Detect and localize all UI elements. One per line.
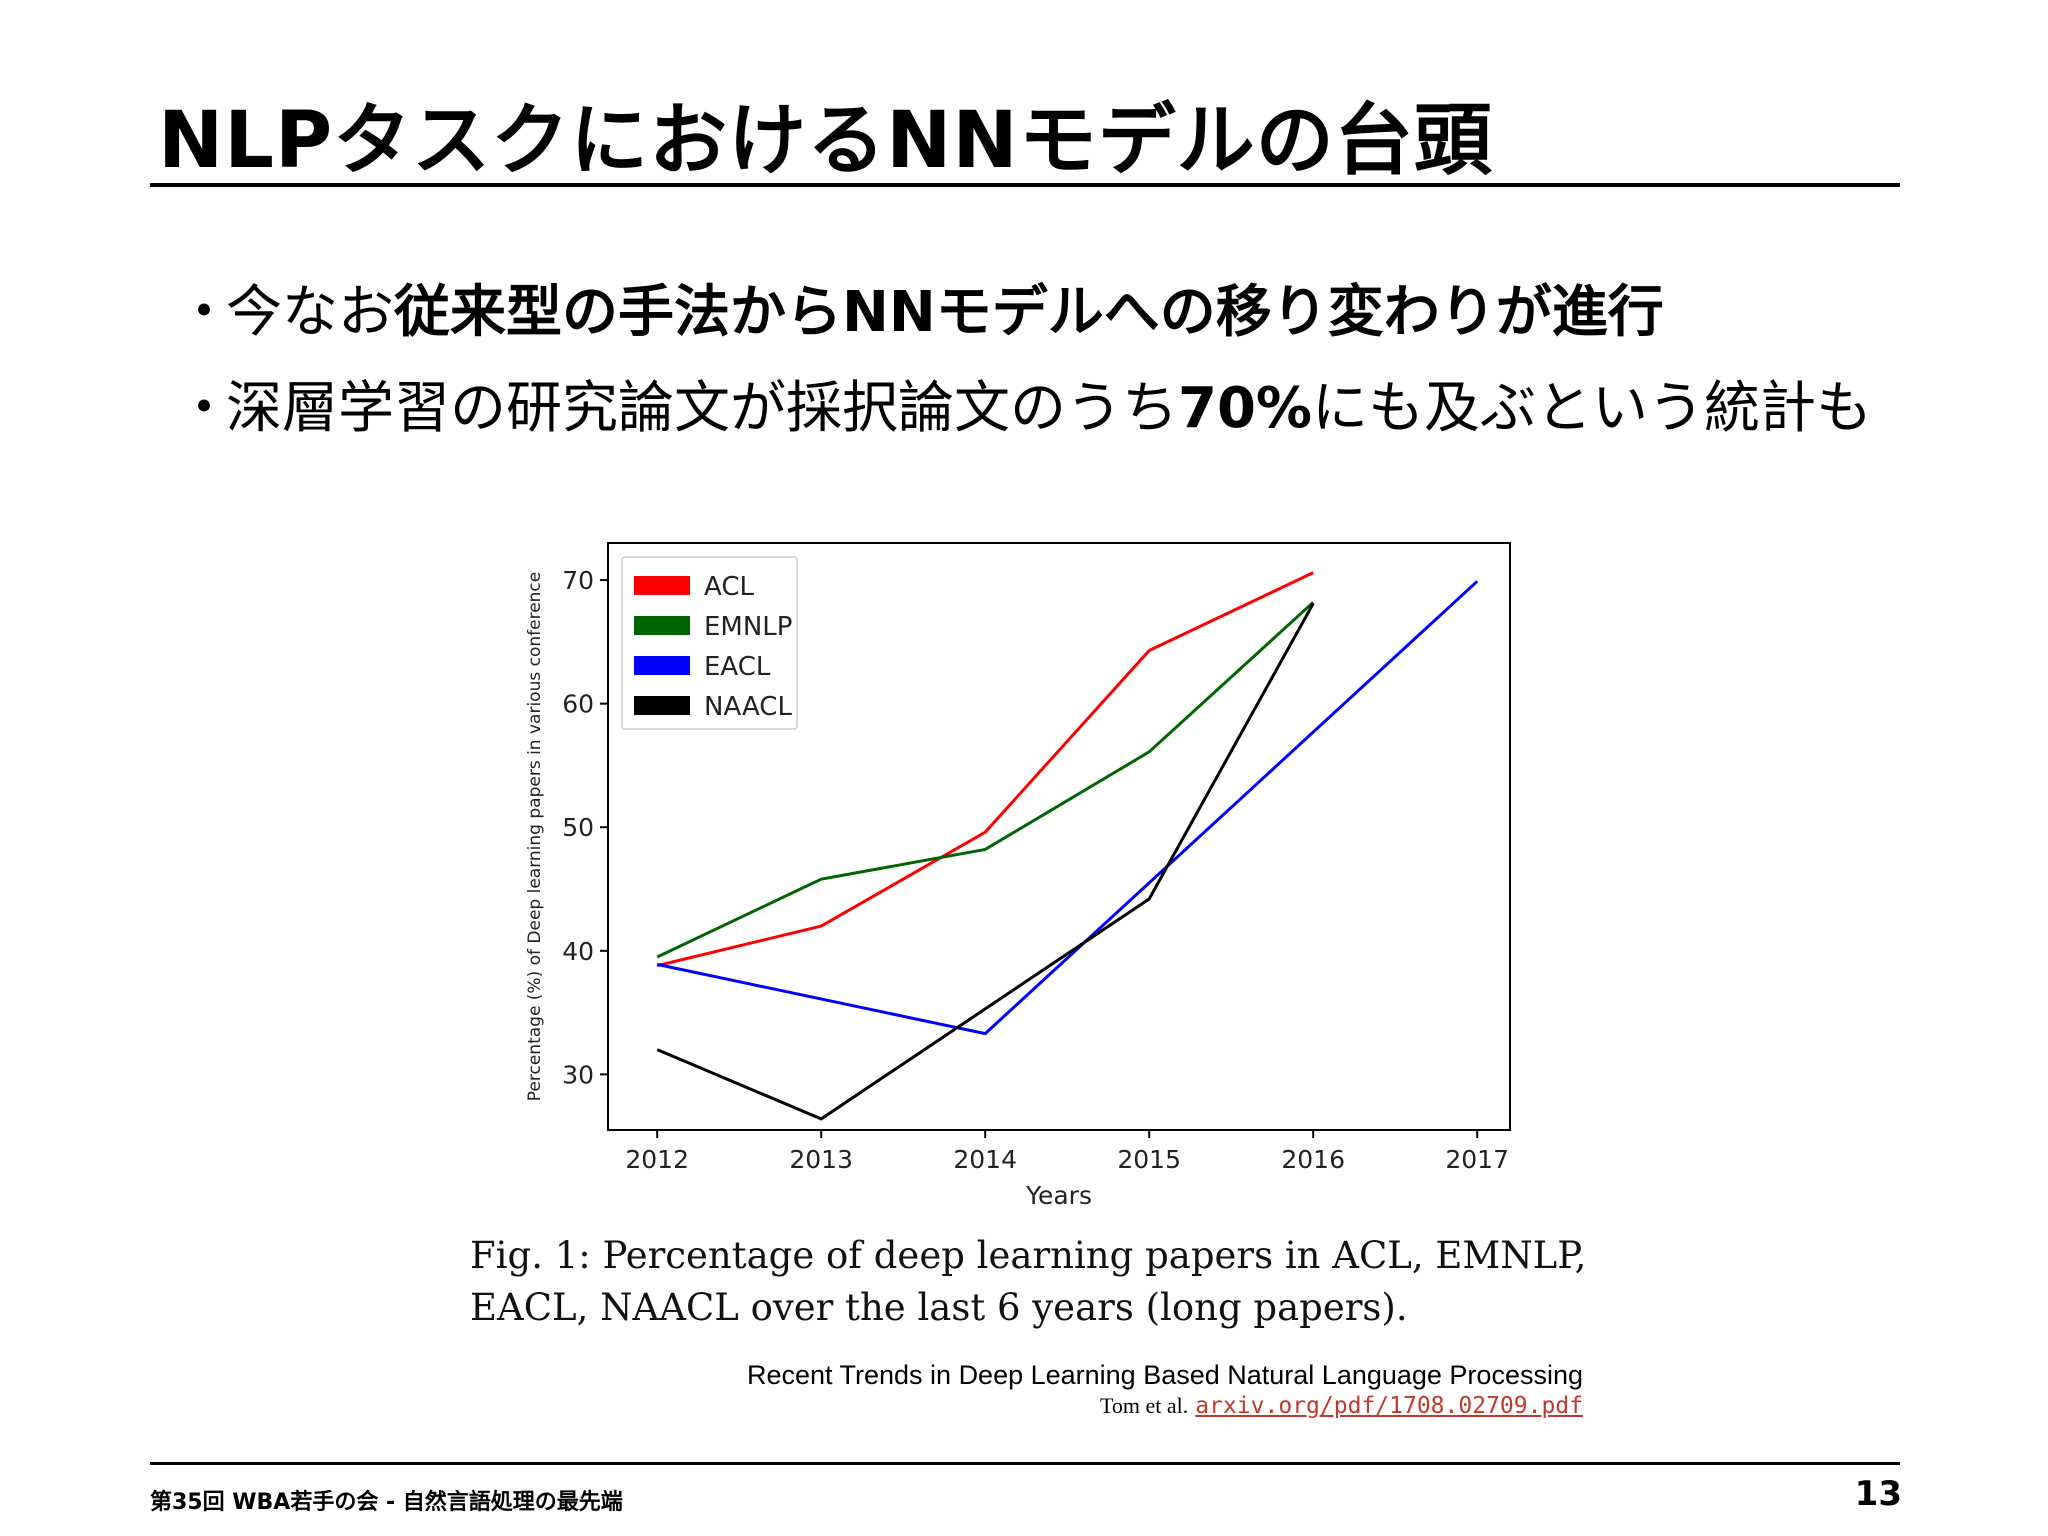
- bullet-marker: ・: [176, 376, 232, 441]
- x-tick-label: 2017: [1445, 1145, 1509, 1174]
- page-number: 13: [1854, 1474, 1902, 1514]
- legend-swatch-emnlp: [634, 616, 690, 635]
- series-line-acl: [656, 571, 1314, 968]
- y-tick-label: 60: [562, 690, 594, 719]
- footer-text: 第35回 WBA若手の会 - 自然言語処理の最先端: [150, 1490, 623, 1515]
- x-tick-label: 2016: [1281, 1145, 1345, 1174]
- y-axis-label: Percentage (%) of Deep learning papers i…: [525, 572, 545, 1101]
- legend-swatch-acl: [634, 576, 690, 595]
- figure-caption: Fig. 1: Percentage of deep learning pape…: [470, 1230, 1590, 1334]
- y-tick-label: 70: [562, 566, 594, 595]
- source-author-line: Tom et al. arxiv.org/pdf/1708.02709.pdf: [747, 1393, 1583, 1419]
- bullet-list: ・今なお従来型の手法からNNモデルへの移り変わりが進行 ・深層学習の研究論文が採…: [176, 265, 1872, 457]
- source-title: Recent Trends in Deep Learning Based Nat…: [746, 1360, 1583, 1390]
- y-tick-label: 40: [562, 937, 594, 966]
- figure-panel: 30 40 50 60 70 2012 2013 2014 2015 2016 2017 Years P…: [515, 530, 1615, 1350]
- x-tick-label: 2014: [953, 1145, 1017, 1174]
- caption-line-2: EACL, NAACL over the last 6 years (long …: [470, 1286, 1408, 1329]
- bullet-marker: ・: [176, 280, 232, 345]
- bullet-item-2: ・深層学習の研究論文が採択論文のうち70%にも及ぶという統計も: [176, 361, 1872, 457]
- x-tick-label: 2015: [1117, 1145, 1181, 1174]
- series-line-emnlp: [656, 601, 1315, 959]
- bullet-text-plain: 今なお: [226, 280, 394, 345]
- slide-title: NLPタスクにおけるNNモデルの台頭: [158, 96, 1493, 186]
- footer-divider: [150, 1462, 1900, 1465]
- x-tick-label: 2012: [625, 1145, 689, 1174]
- caption-line-1: Fig. 1: Percentage of deep learning pape…: [470, 1234, 1587, 1277]
- legend-label-naacl: NAACL: [704, 692, 792, 722]
- bullet-text-tail: にも及ぶという統計も: [1312, 376, 1873, 441]
- legend-box: [621, 556, 798, 730]
- x-axis-label: Years: [1025, 1181, 1092, 1210]
- y-tick-label: 50: [562, 813, 594, 842]
- line-chart: 30 40 50 60 70 2012 2013 2014 2015 2016 2017 Years P…: [525, 542, 1511, 1210]
- plot-frame: [607, 542, 1511, 1131]
- series-line-naacl: [656, 602, 1315, 1121]
- source-link[interactable]: arxiv.org/pdf/1708.02709.pdf: [1195, 1393, 1583, 1419]
- bullet-item-1: ・今なお従来型の手法からNNモデルへの移り変わりが進行: [176, 265, 1872, 361]
- source-author: Tom et al.: [1099, 1393, 1189, 1418]
- legend-label-emnlp: EMNLP: [704, 612, 792, 642]
- bullet-text-bold: 70%: [1178, 376, 1313, 441]
- legend-label-eacl: EACL: [704, 652, 771, 682]
- series-line-eacl: [656, 580, 1479, 1036]
- bullet-text-bold: 従来型の手法からNNモデルへの移り変わりが進行: [394, 280, 1664, 345]
- x-tick-label: 2013: [789, 1145, 853, 1174]
- legend-swatch-eacl: [634, 656, 690, 675]
- legend-swatch-naacl: [634, 696, 690, 715]
- title-divider: [150, 183, 1900, 187]
- legend-label-acl: ACL: [704, 572, 754, 602]
- source-citation: Recent Trends in Deep Learning Based Nat…: [747, 1360, 1583, 1419]
- bullet-text-plain: 深層学習の研究論文が採択論文のうち: [226, 376, 1178, 441]
- y-tick-label: 30: [562, 1060, 594, 1089]
